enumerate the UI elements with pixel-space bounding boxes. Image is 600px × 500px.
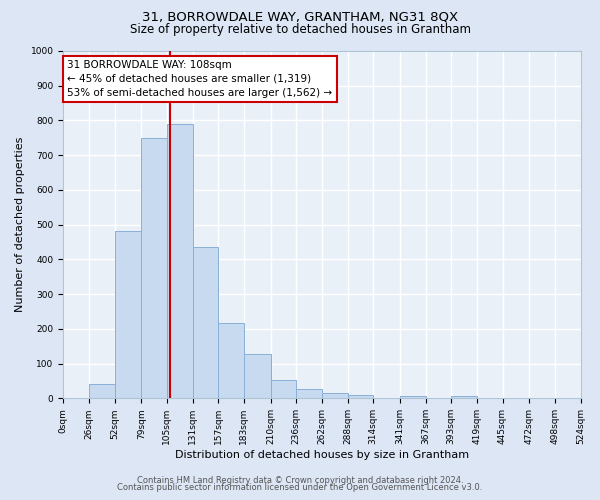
Text: Contains public sector information licensed under the Open Government Licence v3: Contains public sector information licen… xyxy=(118,484,482,492)
Text: 31, BORROWDALE WAY, GRANTHAM, NG31 8QX: 31, BORROWDALE WAY, GRANTHAM, NG31 8QX xyxy=(142,10,458,23)
Text: 31 BORROWDALE WAY: 108sqm
← 45% of detached houses are smaller (1,319)
53% of se: 31 BORROWDALE WAY: 108sqm ← 45% of detac… xyxy=(67,60,332,98)
Bar xyxy=(89,384,115,398)
Bar xyxy=(141,138,167,398)
Bar xyxy=(271,380,296,398)
Bar xyxy=(193,248,218,398)
Bar xyxy=(244,354,271,399)
Y-axis label: Number of detached properties: Number of detached properties xyxy=(15,137,25,312)
Text: Contains HM Land Registry data © Crown copyright and database right 2024.: Contains HM Land Registry data © Crown c… xyxy=(137,476,463,485)
Bar xyxy=(115,230,141,398)
Bar xyxy=(400,396,425,398)
Text: Size of property relative to detached houses in Grantham: Size of property relative to detached ho… xyxy=(130,22,470,36)
Bar xyxy=(218,323,244,398)
Bar xyxy=(451,396,477,398)
Bar xyxy=(322,393,347,398)
X-axis label: Distribution of detached houses by size in Grantham: Distribution of detached houses by size … xyxy=(175,450,469,460)
Bar xyxy=(296,389,322,398)
Bar xyxy=(167,124,193,398)
Bar xyxy=(347,395,373,398)
